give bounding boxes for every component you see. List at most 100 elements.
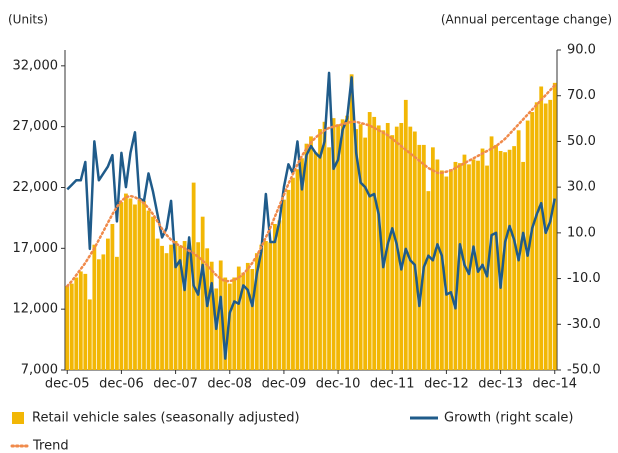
bar [74, 277, 79, 370]
bar [218, 260, 223, 370]
x-tick-label: dec-10 [316, 377, 361, 392]
bar [435, 159, 440, 370]
x-tick-label: dec-08 [207, 377, 252, 392]
bar [96, 259, 101, 370]
y-tick-label: 27,000 [13, 119, 59, 134]
bar [471, 159, 476, 370]
bar [539, 86, 544, 371]
bar [101, 254, 106, 370]
x-tick-label: dec-12 [424, 377, 469, 392]
bar [381, 130, 386, 370]
bar [110, 223, 115, 370]
x-tick-label: dec-11 [370, 377, 415, 392]
trend-line [66, 84, 556, 288]
bar [277, 220, 282, 370]
bar [259, 244, 264, 370]
legend-label: Growth (right scale) [444, 411, 574, 426]
bar [282, 199, 286, 370]
bar [263, 241, 268, 370]
bar [507, 149, 512, 370]
bar [291, 177, 295, 370]
y2-axis-label: (Annual percentage change) [441, 13, 612, 27]
legend-label: Trend [32, 439, 69, 453]
bar [254, 253, 259, 370]
bar [128, 198, 133, 370]
bar [354, 129, 359, 370]
bar [534, 102, 539, 370]
y-tick-label: 22,000 [13, 180, 59, 195]
bar [331, 118, 336, 371]
bar [236, 266, 241, 370]
bar [83, 273, 88, 370]
bar [521, 161, 526, 370]
bar [87, 299, 92, 370]
bar [548, 99, 553, 371]
x-tick-label: dec-13 [478, 377, 523, 392]
bar [115, 256, 119, 370]
bar [340, 119, 345, 371]
bar [205, 248, 210, 370]
y-tick-label: 32,000 [13, 58, 59, 73]
bar [200, 216, 205, 370]
y-tick-label: 17,000 [13, 241, 59, 256]
bar [124, 193, 128, 370]
bar [142, 200, 146, 370]
x-tick-label: dec-09 [262, 377, 307, 392]
bar [336, 124, 340, 370]
y2-tick-label: 90.0 [567, 43, 596, 58]
bar [512, 146, 517, 370]
y2-tick-label: 10.0 [567, 225, 596, 240]
bar [69, 283, 74, 370]
bar [227, 283, 232, 370]
bar [525, 120, 530, 370]
bar [426, 191, 431, 370]
bar [272, 223, 277, 370]
bar [151, 216, 155, 370]
bar [245, 262, 250, 370]
bar [309, 136, 313, 370]
bar [322, 121, 327, 370]
growth-line [66, 71, 556, 360]
y2-tick-label: -50.0 [567, 363, 601, 378]
bar [105, 238, 110, 370]
bar [209, 261, 214, 370]
x-tick-label: dec-06 [99, 377, 144, 392]
bar [543, 103, 548, 370]
bar [367, 112, 372, 371]
bar [173, 241, 178, 370]
y2-tick-label: 50.0 [567, 134, 596, 149]
y2-tick-label: -30.0 [567, 317, 601, 332]
x-tick-label: dec-07 [153, 377, 198, 392]
bar [286, 189, 291, 370]
bar [169, 244, 173, 370]
bar [78, 271, 83, 370]
y2-tick-label: 70.0 [567, 88, 596, 103]
bar [453, 161, 458, 370]
bar [399, 123, 404, 370]
bar [349, 74, 354, 371]
bar [119, 202, 124, 370]
legend-swatch [12, 412, 24, 424]
bar [552, 82, 557, 370]
bar [503, 152, 507, 370]
bar [440, 170, 444, 370]
bar [444, 176, 449, 370]
bar [295, 169, 300, 370]
bar [458, 163, 462, 370]
bar [313, 152, 318, 370]
bar [268, 242, 273, 370]
bar [318, 129, 322, 370]
bar [498, 150, 503, 370]
bar [155, 238, 160, 370]
bar [92, 244, 97, 370]
bar [300, 158, 304, 370]
bar [412, 131, 417, 370]
bar [372, 116, 377, 370]
bar [327, 147, 331, 370]
bar [304, 143, 309, 370]
bar [133, 204, 137, 370]
bar [178, 245, 182, 370]
bar [363, 137, 368, 370]
bar [408, 126, 413, 370]
